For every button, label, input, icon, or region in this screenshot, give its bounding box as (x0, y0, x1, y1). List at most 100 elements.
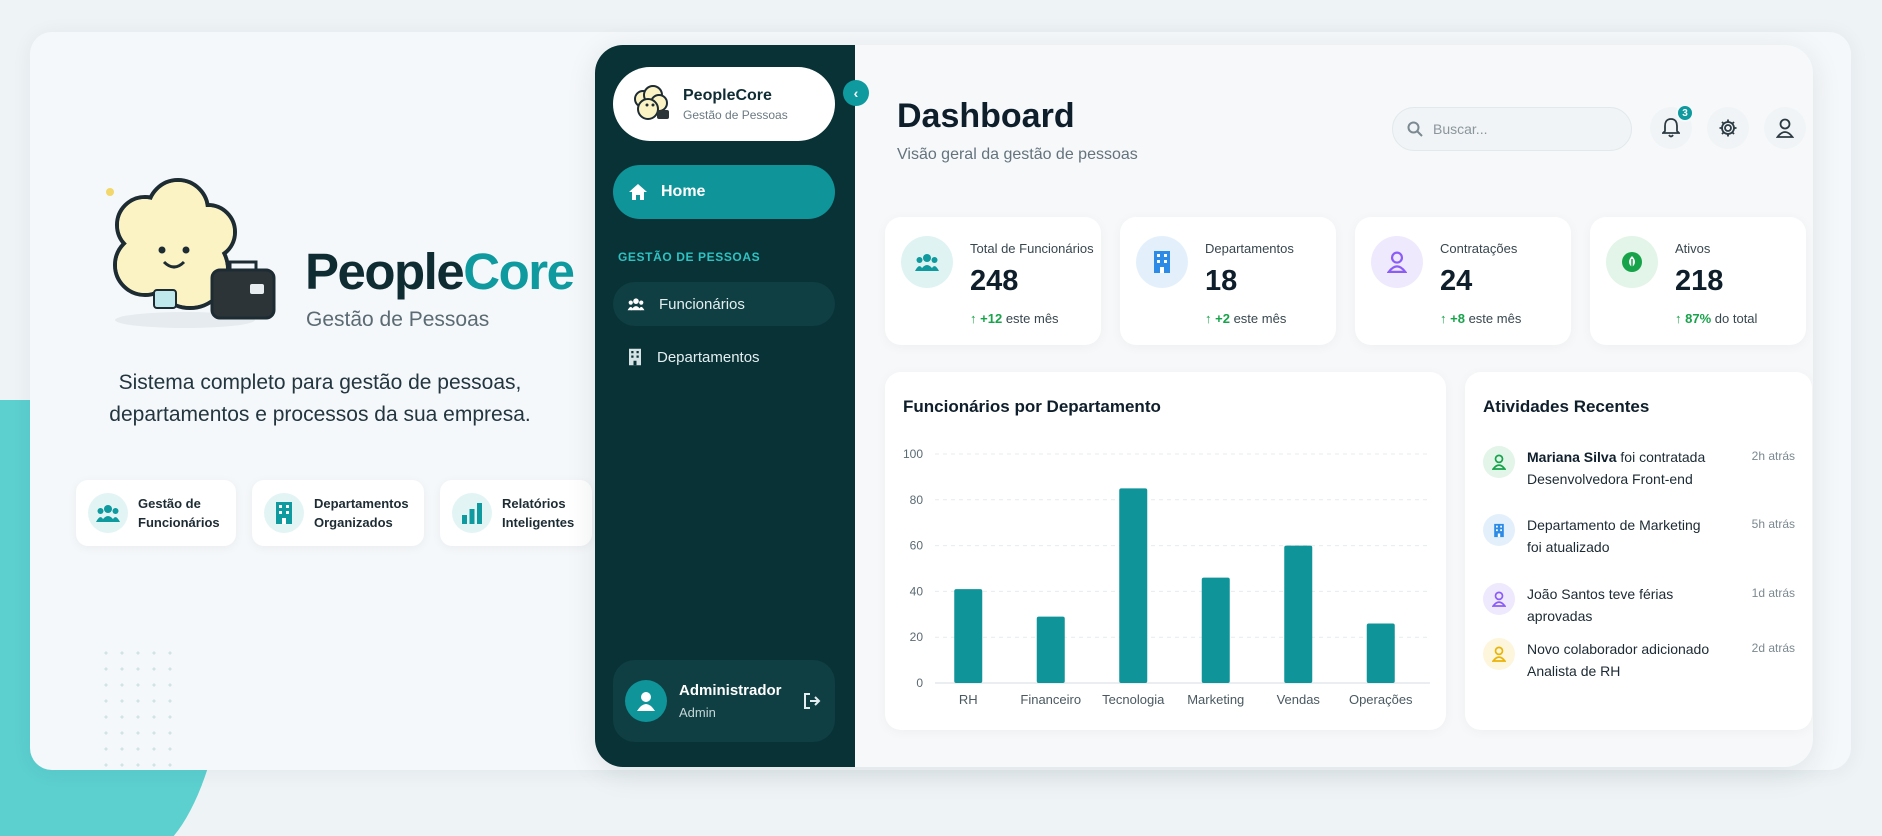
logout-icon[interactable] (803, 692, 821, 710)
activity-time: 2h atrás (1751, 449, 1795, 463)
main-content: Dashboard Visão geral da gestão de pesso… (855, 45, 1813, 767)
stats-row: Total de Funcionários 248 ↑ +12 este mês… (885, 217, 1806, 345)
bar-financeiro[interactable] (1036, 616, 1065, 683)
bar-vendas[interactable] (1284, 545, 1313, 683)
page-title: Dashboard (897, 97, 1075, 135)
sidebar-logo[interactable]: PeopleCore Gestão de Pessoas (613, 67, 835, 141)
y-tick-label: 40 (910, 584, 924, 598)
settings-button[interactable] (1707, 107, 1749, 149)
stat-value: 248 (970, 265, 1019, 297)
feature-card-funcionarios: Gestão de Funcionários (76, 480, 236, 546)
leaf-icon (1606, 236, 1658, 288)
stat-label: Contratações (1440, 241, 1518, 256)
sidebar-collapse-button[interactable]: ‹ (843, 80, 869, 106)
y-tick-label: 60 (910, 539, 924, 553)
bar-chart: 0 20 40 60 80 100 RH Financeiro Tecnologia Market… (903, 447, 1430, 707)
sidebar-section-label: GESTÃO DE PESSOAS (618, 250, 761, 264)
x-tick-label: Financeiro (1020, 692, 1081, 707)
sidebar-item-label: Funcionários (659, 295, 745, 313)
activity-time: 5h atrás (1751, 517, 1795, 531)
building-icon (1136, 236, 1188, 288)
activity-text: Mariana Silva foi contratada Desenvolvedo… (1527, 449, 1706, 487)
stat-label: Ativos (1675, 241, 1711, 256)
stat-card-contratacoes[interactable]: Contratações 24 ↑ +8 este mês (1355, 217, 1571, 345)
arrow-up-icon: ↑ (1440, 311, 1447, 326)
sidebar-item-home[interactable]: Home (613, 165, 835, 219)
activity-item[interactable]: Departamento de Marketing foi atualizado … (1483, 514, 1795, 558)
gear-icon (1719, 119, 1737, 137)
arrow-up-icon: ↑ (1205, 311, 1212, 326)
avatar (625, 680, 667, 722)
users-icon (901, 236, 953, 288)
sidebar-item-funcionarios[interactable]: Funcionários (613, 282, 835, 326)
feature-card-relatorios: Relatórios Inteligentes (440, 480, 592, 546)
x-tick-label: Marketing (1187, 692, 1244, 707)
home-icon (629, 184, 647, 200)
stat-card-total-funcionarios[interactable]: Total de Funcionários 248 ↑ +12 este mês (885, 217, 1101, 345)
recent-activity-card: Atividades Recentes Mariana Silva foi co… (1465, 372, 1812, 730)
user-icon (1776, 118, 1794, 138)
y-tick-label: 20 (910, 630, 924, 644)
search-box[interactable] (1392, 107, 1632, 151)
activity-item[interactable]: Mariana Silva foi contratada Desenvolvedo… (1483, 446, 1795, 490)
activity-item[interactable]: Novo colaborador adicionado Analista de R… (1483, 638, 1795, 682)
notification-badge: 3 (1676, 104, 1694, 122)
user-icon (1483, 638, 1515, 670)
feature-card-departamentos: Departamentos Organizados (252, 480, 424, 546)
activity-time: 1d atrás (1751, 586, 1795, 600)
logo-subtitle: Gestão de Pessoas (683, 107, 788, 122)
brand-name: PeopleCore (305, 243, 575, 300)
user-icon (1371, 236, 1423, 288)
user-name: Administrador (679, 682, 782, 699)
stat-card-ativos[interactable]: Ativos 218 ↑ 87% do total (1590, 217, 1806, 345)
stat-card-departamentos[interactable]: Departamentos 18 ↑ +2 este mês (1120, 217, 1336, 345)
profile-button[interactable] (1764, 107, 1806, 149)
page-subtitle: Visão geral da gestão de pessoas (897, 146, 1138, 163)
user-profile-box[interactable]: Administrador Admin (613, 660, 835, 742)
stat-trend: ↑ +2 este mês (1205, 311, 1287, 326)
user-icon (1483, 446, 1515, 478)
search-icon (1407, 121, 1423, 137)
feature-label: Departamentos Organizados (314, 496, 409, 530)
notifications-button[interactable]: 3 (1650, 104, 1694, 149)
sidebar-item-label: Departamentos (657, 348, 760, 366)
user-icon (637, 692, 655, 711)
sidebar-item-departamentos[interactable]: Departamentos (613, 335, 835, 379)
stat-label: Departamentos (1205, 241, 1294, 256)
x-tick-label: Operações (1349, 692, 1413, 707)
bar-chart-icon (452, 493, 492, 533)
chart-card: Funcionários por Departamento 0 20 40 60 80 1… (885, 372, 1446, 730)
stat-trend: ↑ +8 este mês (1440, 311, 1522, 326)
brand-subtitle: Gestão de Pessoas (306, 308, 490, 331)
x-tick-label: Tecnologia (1102, 692, 1165, 707)
stat-trend: ↑ +12 este mês (970, 311, 1059, 326)
stat-label: Total de Funcionários (970, 241, 1094, 256)
y-tick-label: 80 (910, 493, 924, 507)
stat-trend: ↑ 87% do total (1675, 311, 1758, 326)
arrow-up-icon: ↑ (1675, 311, 1682, 326)
chevron-left-icon: ‹ (853, 85, 859, 101)
decorative-dots (98, 645, 178, 775)
feature-label: Gestão de Funcionários (138, 496, 220, 530)
building-icon (1483, 514, 1515, 546)
arrow-up-icon: ↑ (970, 311, 977, 326)
sidebar: PeopleCore Gestão de Pessoas Home GESTÃO… (595, 45, 855, 767)
bar-marketing[interactable] (1201, 577, 1230, 683)
building-icon (629, 348, 641, 366)
activity-text: Novo colaborador adicionado Analista de R… (1527, 641, 1710, 679)
search-input[interactable] (1433, 121, 1613, 137)
activity-item[interactable]: João Santos teve férias aprovadas 1d atr… (1483, 583, 1795, 627)
stat-value: 218 (1675, 265, 1724, 297)
building-icon (264, 493, 304, 533)
mascot-illustration (106, 178, 276, 328)
activity-title: Atividades Recentes (1483, 397, 1650, 416)
user-icon (1483, 583, 1515, 615)
bar-rh[interactable] (954, 589, 983, 683)
x-tick-label: Vendas (1277, 692, 1321, 707)
logo-name: PeopleCore (683, 86, 772, 104)
bar-tecnologia[interactable] (1119, 488, 1148, 683)
stat-value: 24 (1440, 265, 1473, 297)
bar-operações[interactable] (1366, 623, 1395, 683)
chart-title: Funcionários por Departamento (903, 397, 1161, 416)
sidebar-item-label: Home (661, 183, 706, 200)
